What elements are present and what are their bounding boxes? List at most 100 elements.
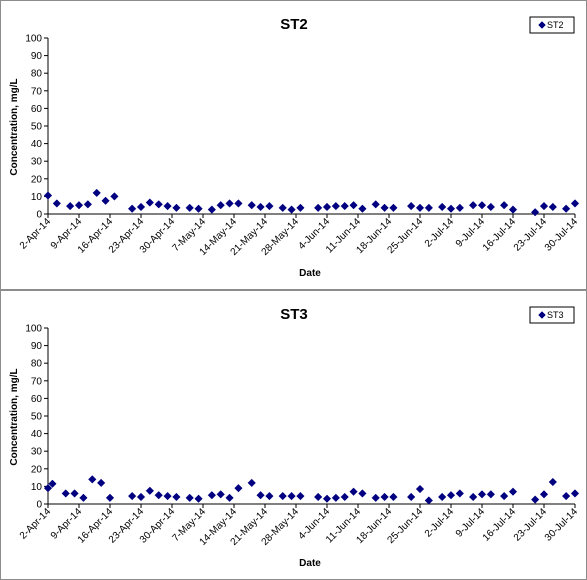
y-tick-label: 90 <box>31 51 43 62</box>
data-point <box>371 200 380 209</box>
data-point <box>539 201 549 211</box>
data-point <box>43 484 53 493</box>
y-axis-title: Concentration, mg/L <box>9 78 20 175</box>
y-tick-label: 20 <box>31 464 43 475</box>
chart-panel-st3: ST3 Concentration, mg/L Date ST3 0 10 20 30… <box>0 290 587 580</box>
data-point <box>110 192 119 201</box>
legend-diamond-icon <box>538 311 546 319</box>
data-point <box>539 490 549 499</box>
y-tick-label: 20 <box>31 174 43 185</box>
data-point <box>48 479 57 488</box>
chart-title: ST3 <box>280 306 308 323</box>
data-point <box>287 205 296 214</box>
legend-box <box>529 306 575 324</box>
x-tick-label: 2-Apr-14 <box>18 506 54 542</box>
data-point <box>74 201 84 210</box>
data-point <box>287 491 296 501</box>
data-point <box>216 490 225 499</box>
data-point <box>508 487 518 496</box>
x-tick-label: 30-Jul-14 <box>543 216 581 254</box>
data-point <box>225 199 234 208</box>
data-point <box>101 196 110 205</box>
data-point <box>561 204 571 213</box>
data-point <box>349 487 358 496</box>
y-tick-label: 80 <box>31 359 43 370</box>
data-point <box>207 205 217 214</box>
data-point <box>548 202 558 212</box>
data-point <box>145 198 155 207</box>
data-point <box>424 496 434 505</box>
data-point <box>185 203 194 212</box>
data-point <box>340 201 349 211</box>
y-axis-title: Concentration, mg/L <box>9 368 20 465</box>
data-point <box>389 492 398 502</box>
data-point <box>548 477 558 487</box>
data-point <box>424 203 434 212</box>
data-point <box>331 493 341 502</box>
y-tick-label: 80 <box>31 69 43 80</box>
data-point <box>380 492 389 502</box>
chart-st2: ST2 Concentration, mg/L Date ST2 0 10 20 30… <box>9 16 581 279</box>
data-point <box>358 204 367 213</box>
data-point <box>88 475 97 484</box>
data-point <box>437 492 447 502</box>
data-point <box>477 490 487 499</box>
x-tick-label: 2-Apr-14 <box>18 216 54 252</box>
data-point <box>486 202 496 212</box>
data-point <box>508 205 518 214</box>
y-tick-label: 90 <box>31 341 43 352</box>
y-tick-label: 100 <box>25 34 42 45</box>
x-tick-label: 2-Jul-14 <box>423 506 457 540</box>
chart-panel-st2: ST2 Concentration, mg/L Date ST2 0 10 20 30… <box>0 0 587 290</box>
x-axis-title: Date <box>299 558 321 569</box>
data-point <box>322 494 332 503</box>
x-tick-label: 2-Jul-14 <box>423 216 457 250</box>
data-point <box>278 491 287 501</box>
legend: ST2 <box>529 16 575 34</box>
y-axis-title-group: Concentration, mg/L <box>9 78 20 175</box>
data-point <box>468 201 478 210</box>
y-tick-label: 70 <box>31 376 43 387</box>
data-point <box>530 208 540 217</box>
data-point <box>380 203 389 212</box>
data-point <box>437 202 447 212</box>
legend: ST3 <box>529 306 575 324</box>
data-point <box>358 489 367 498</box>
data-point <box>415 484 425 494</box>
data-point <box>163 491 172 501</box>
data-point <box>65 201 75 211</box>
x-axis-title: Date <box>299 268 321 279</box>
y-tick-label: 60 <box>31 394 43 405</box>
data-point <box>225 493 234 502</box>
y-tick-label: 30 <box>31 447 43 458</box>
data-point <box>340 492 349 502</box>
chart-title: ST2 <box>280 16 308 33</box>
data-point <box>570 199 580 208</box>
data-point <box>406 492 416 502</box>
data-point <box>185 493 194 502</box>
data-point <box>216 201 225 210</box>
data-point <box>499 201 509 210</box>
y-tick-label: 10 <box>31 482 43 493</box>
data-point <box>43 191 53 200</box>
data-point <box>154 200 163 209</box>
data-point <box>406 201 416 211</box>
data-point <box>313 492 323 502</box>
data-point <box>468 492 478 502</box>
data-point <box>79 493 88 502</box>
data-point <box>92 188 101 198</box>
y-tick-label: 50 <box>31 412 43 423</box>
y-tick-label: 50 <box>31 122 43 133</box>
data-point <box>256 491 265 500</box>
data-point <box>52 199 62 208</box>
data-point <box>247 201 256 210</box>
data-point <box>127 491 137 501</box>
data-point <box>296 203 305 212</box>
legend-diamond-icon <box>538 21 546 29</box>
data-point <box>105 493 115 502</box>
data-point <box>296 491 305 501</box>
data-point <box>256 202 265 212</box>
y-tick-label: 70 <box>31 86 43 97</box>
data-point <box>477 201 487 210</box>
data-point <box>194 494 203 503</box>
